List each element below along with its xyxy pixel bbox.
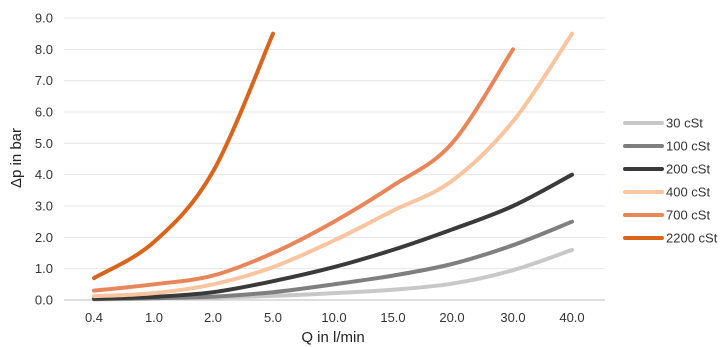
x-tick-label: 10.0 (321, 310, 346, 325)
y-tick-label: 5.0 (35, 136, 53, 151)
x-tick-label: 1.0 (145, 310, 163, 325)
x-tick-label: 40.0 (559, 310, 584, 325)
x-tick-label: 20.0 (439, 310, 464, 325)
y-tick-label: 3.0 (35, 199, 53, 214)
x-tick-label: 0.4 (85, 310, 103, 325)
series-line-2200-cst (92, 31, 275, 281)
series-line-200-cst (92, 172, 574, 301)
grid-lines (64, 17, 605, 301)
y-tick-label: 7.0 (35, 73, 53, 88)
x-tick-label: 15.0 (380, 310, 405, 325)
legend-label-700-cst: 700 cSt (666, 208, 710, 223)
y-axis-ticks: 0.0 1.0 2.0 3.0 4.0 5.0 6.0 7.0 8.0 9.0 (35, 11, 53, 308)
legend-label-30-cst: 30 cSt (666, 116, 703, 131)
series-line-700-cst (92, 47, 515, 293)
x-tick-label: 2.0 (204, 310, 222, 325)
y-tick-label: 4.0 (35, 167, 53, 182)
y-tick-label: 1.0 (35, 261, 53, 276)
legend-label-400-cst: 400 cSt (666, 185, 710, 200)
x-tick-label: 5.0 (264, 310, 282, 325)
legend-label-2200-cst: 2200 cSt (666, 231, 718, 246)
legend-label-200-cst: 200 cSt (666, 162, 710, 177)
y-tick-label: 2.0 (35, 230, 53, 245)
series-lines (92, 31, 574, 302)
y-axis-title: Δp in bar (8, 128, 25, 188)
x-axis-title: Q in l/min (301, 329, 364, 346)
series-line-400-cst (92, 31, 574, 299)
y-tick-label: 9.0 (35, 11, 53, 26)
legend-label-100-cst: 100 cSt (666, 139, 710, 154)
legend: 30 cSt 100 cSt 200 cSt 400 cSt 700 cSt 2200 c… (623, 116, 718, 246)
x-tick-label: 30.0 (500, 310, 525, 325)
x-axis-ticks: 0.4 1.0 2.0 5.0 10.0 15.0 20.0 30.0 40.0 (85, 310, 585, 325)
y-tick-label: 0.0 (35, 293, 53, 308)
y-tick-label: 6.0 (35, 105, 53, 120)
y-tick-label: 8.0 (35, 42, 53, 57)
